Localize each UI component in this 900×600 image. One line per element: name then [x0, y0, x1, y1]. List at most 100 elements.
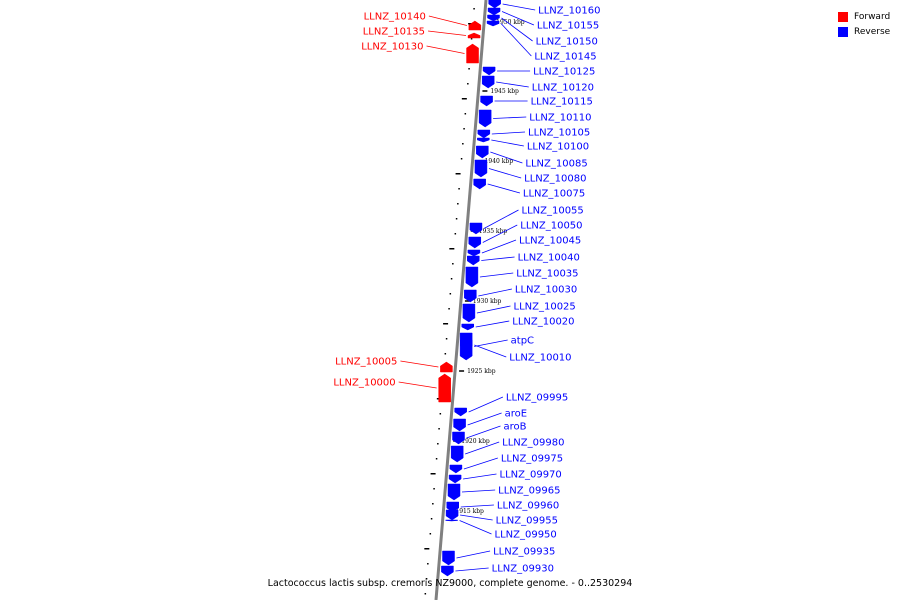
gene-feature[interactable] — [486, 20, 500, 27]
gene-feature[interactable] — [469, 222, 483, 235]
gene-label[interactable]: LLNZ_10140 — [364, 12, 426, 23]
gene-feature[interactable] — [449, 464, 463, 474]
gene-feature[interactable] — [477, 129, 491, 139]
gene-label[interactable]: LLNZ_10020 — [512, 317, 574, 328]
gene-feature[interactable] — [442, 550, 455, 566]
gene-label[interactable]: LLNZ_10055 — [522, 206, 584, 217]
gene-label[interactable]: LLNZ_10000 — [333, 378, 395, 389]
scale-dot — [435, 458, 438, 460]
gene-feature[interactable] — [473, 178, 486, 190]
legend-item-forward: Forward — [838, 9, 890, 24]
gene-feature[interactable] — [487, 7, 501, 16]
gene-leader-line — [502, 3, 536, 11]
gene-feature[interactable] — [460, 339, 473, 351]
scale-dot — [463, 128, 465, 130]
gene-leader-line — [467, 412, 502, 426]
gene-feature[interactable] — [464, 289, 477, 303]
gene-label[interactable]: LLNZ_10010 — [509, 353, 571, 364]
gene-feature[interactable] — [481, 75, 495, 89]
gene-feature[interactable] — [462, 303, 476, 323]
scale-dot — [460, 158, 463, 160]
scale-dot — [450, 278, 453, 280]
gene-label[interactable]: LLNZ_10145 — [534, 52, 596, 63]
gene-leader-line — [496, 81, 529, 88]
gene-label[interactable]: LLNZ_10075 — [523, 189, 585, 200]
gene-label[interactable]: LLNZ_10050 — [520, 221, 582, 232]
backbone — [434, 0, 488, 600]
gene-feature[interactable] — [468, 236, 482, 249]
gene-feature[interactable] — [465, 266, 479, 288]
gene-feature[interactable] — [438, 373, 451, 403]
gene-feature[interactable] — [453, 418, 466, 432]
scale-dot — [449, 293, 452, 295]
gene-label[interactable]: LLNZ_10150 — [536, 37, 598, 48]
gene-feature[interactable] — [467, 255, 480, 266]
gene-label[interactable]: LLNZ_10125 — [533, 67, 595, 78]
gene-label[interactable]: LLNZ_09935 — [493, 547, 555, 558]
gene-feature[interactable] — [477, 137, 490, 143]
gene-label[interactable]: LLNZ_10160 — [538, 6, 600, 17]
gene-feature[interactable] — [467, 249, 481, 257]
gene-feature[interactable] — [480, 95, 493, 107]
gene-feature[interactable] — [461, 323, 474, 331]
gene-label[interactable]: LLNZ_09980 — [502, 438, 564, 449]
gene-feature[interactable] — [478, 109, 492, 128]
gene-feature[interactable] — [445, 519, 458, 522]
gene-label[interactable]: LLNZ_09975 — [501, 454, 563, 465]
gene-label[interactable]: LLNZ_09965 — [498, 486, 560, 497]
gene-label[interactable]: LLNZ_09995 — [506, 393, 568, 404]
gene-label[interactable]: LLNZ_10130 — [361, 42, 423, 53]
gene-feature[interactable] — [454, 407, 467, 417]
gene-label[interactable]: LLNZ_10025 — [514, 302, 576, 313]
gene-leader-line — [488, 168, 522, 179]
gene-feature[interactable] — [476, 145, 489, 159]
gene-label[interactable]: LLNZ_09950 — [495, 530, 557, 541]
gene-label[interactable]: LLNZ_10105 — [528, 128, 590, 139]
gene-label[interactable]: LLNZ_10040 — [518, 253, 580, 264]
gene-feature[interactable] — [440, 361, 453, 373]
kbp-tick-label: 1930 kbp — [473, 298, 502, 305]
gene-label[interactable]: LLNZ_09960 — [497, 501, 559, 512]
gene-leader-line — [474, 344, 507, 358]
gene-feature[interactable] — [441, 565, 454, 577]
gene-label[interactable]: LLNZ_10155 — [537, 21, 599, 32]
gene-label[interactable]: LLNZ_09930 — [492, 564, 554, 575]
gene-feature[interactable] — [488, 0, 501, 9]
gene-feature[interactable] — [474, 159, 488, 178]
genome-caption: Lactococcus lactis subsp. cremoris NZ900… — [267, 578, 633, 589]
gene-leader-line — [456, 550, 491, 559]
gene-label[interactable]: LLNZ_10085 — [525, 159, 587, 170]
gene-label[interactable]: LLNZ_10100 — [527, 142, 589, 153]
gene-feature[interactable] — [447, 483, 461, 501]
gene-label[interactable]: LLNZ_10005 — [335, 357, 397, 368]
gene-feature[interactable] — [448, 474, 462, 484]
scale-dot — [432, 503, 434, 505]
gene-label[interactable]: LLNZ_10135 — [363, 27, 425, 38]
gene-label[interactable]: LLNZ_10115 — [531, 97, 593, 108]
gene-feature[interactable] — [467, 32, 481, 39]
gene-feature[interactable] — [466, 43, 479, 64]
gene-feature[interactable] — [487, 14, 500, 22]
kbp-tick-label: 1915 kbp — [455, 508, 484, 515]
gene-feature[interactable] — [452, 431, 465, 445]
gene-label[interactable]: LLNZ_09970 — [500, 470, 562, 481]
gene-label[interactable]: aroB — [504, 422, 527, 433]
gene-label[interactable]: LLNZ_10030 — [515, 285, 577, 296]
gene-feature[interactable] — [450, 445, 464, 463]
gene-feature[interactable] — [482, 66, 496, 76]
gene-leader-line — [491, 139, 524, 147]
gene-label[interactable]: aroE — [505, 409, 527, 420]
gene-label[interactable]: LLNZ_10120 — [532, 83, 594, 94]
gene-label[interactable]: LLNZ_10110 — [529, 113, 591, 124]
gene-label[interactable]: LLNZ_09955 — [496, 516, 558, 527]
gene-label[interactable]: atpC — [511, 336, 534, 347]
gene-leader-line — [481, 239, 517, 254]
gene-label[interactable]: LLNZ_10080 — [524, 174, 586, 185]
kbp-tick-label: 1940 kbp — [485, 158, 514, 165]
scale-dot — [430, 473, 436, 475]
gene-feature[interactable] — [468, 20, 482, 31]
gene-label[interactable]: LLNZ_10035 — [516, 269, 578, 280]
gene-feature[interactable] — [445, 509, 459, 521]
scale-dot — [464, 113, 467, 115]
gene-label[interactable]: LLNZ_10045 — [519, 236, 581, 247]
